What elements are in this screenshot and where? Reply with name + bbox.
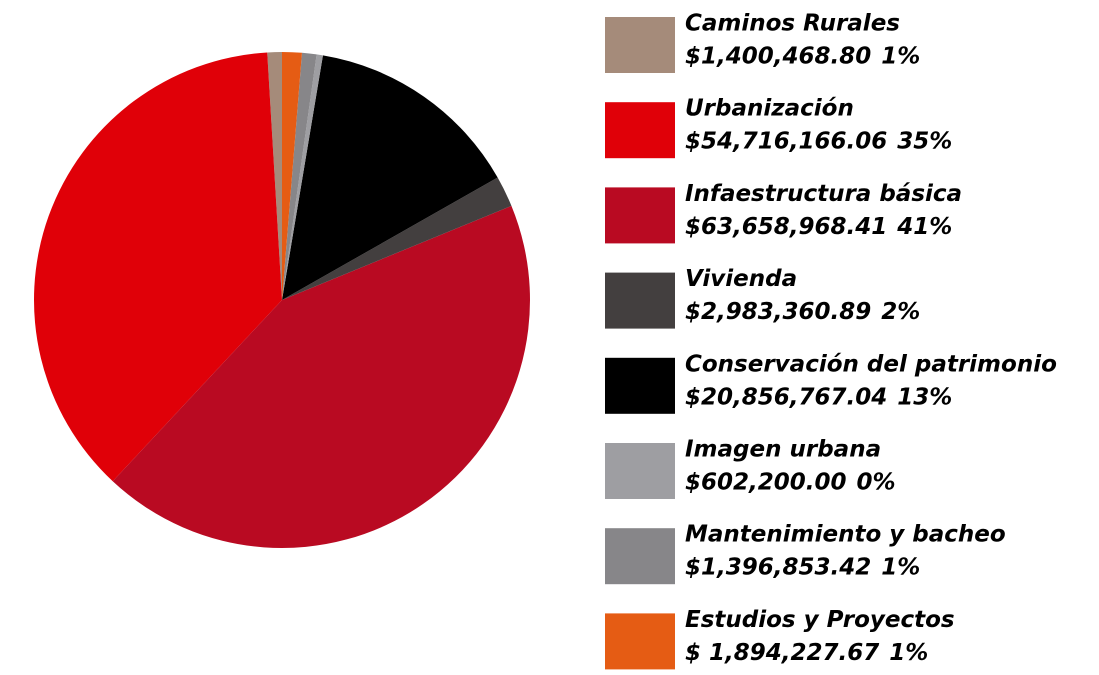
legend-label: Vivienda	[685, 266, 797, 292]
legend-amount: $1,396,853.42	[685, 555, 871, 581]
legend-label: Mantenimiento y bacheo	[685, 522, 1006, 548]
legend-swatch	[605, 187, 675, 244]
legend-amount: $2,983,360.89	[685, 299, 871, 325]
legend-amount: $1,400,468.80	[685, 44, 871, 70]
legend-label: Caminos Rurales	[685, 11, 900, 37]
legend-label: Estudios y Proyectos	[685, 607, 955, 633]
pie-slice	[267, 52, 282, 300]
legend-swatch	[605, 528, 675, 585]
pie-slice	[282, 55, 498, 300]
legend-amount: $602,200.00	[685, 470, 847, 496]
pie-slice	[282, 52, 317, 301]
pie-slice	[282, 54, 323, 301]
legend-percent: 2%	[881, 299, 920, 325]
legend-amount: $63,658,968.41	[685, 214, 887, 240]
legend-swatch	[605, 357, 675, 414]
legend-label: Urbanización	[685, 96, 854, 122]
legend-percent: 1%	[889, 640, 928, 666]
legend-percent: 41%	[896, 214, 952, 240]
legend-percent: 1%	[881, 44, 920, 70]
legend-amount: $ 1,894,227.67	[685, 640, 879, 666]
legend-swatch	[605, 443, 675, 499]
pie-slice	[282, 177, 512, 300]
pie-slice	[34, 52, 282, 482]
legend-label: Imagen urbana	[685, 437, 881, 463]
legend-swatch	[605, 17, 675, 73]
legend-label: Infaestructura básica	[685, 181, 962, 207]
legend-swatch	[605, 272, 675, 329]
pie-slice	[112, 205, 530, 548]
legend-swatch	[605, 613, 675, 670]
legend-amount: $20,856,767.04	[685, 384, 887, 410]
legend-swatch	[605, 102, 675, 159]
legend-percent: 35%	[897, 129, 952, 155]
legend-amount: $54,716,166.06	[685, 129, 887, 155]
legend-percent: 13%	[897, 384, 952, 410]
legend-label: Conservación del patrimonio	[685, 351, 1057, 377]
legend-percent: 1%	[881, 555, 920, 581]
legend-percent: 0%	[857, 470, 896, 496]
pie-slice	[282, 52, 302, 300]
